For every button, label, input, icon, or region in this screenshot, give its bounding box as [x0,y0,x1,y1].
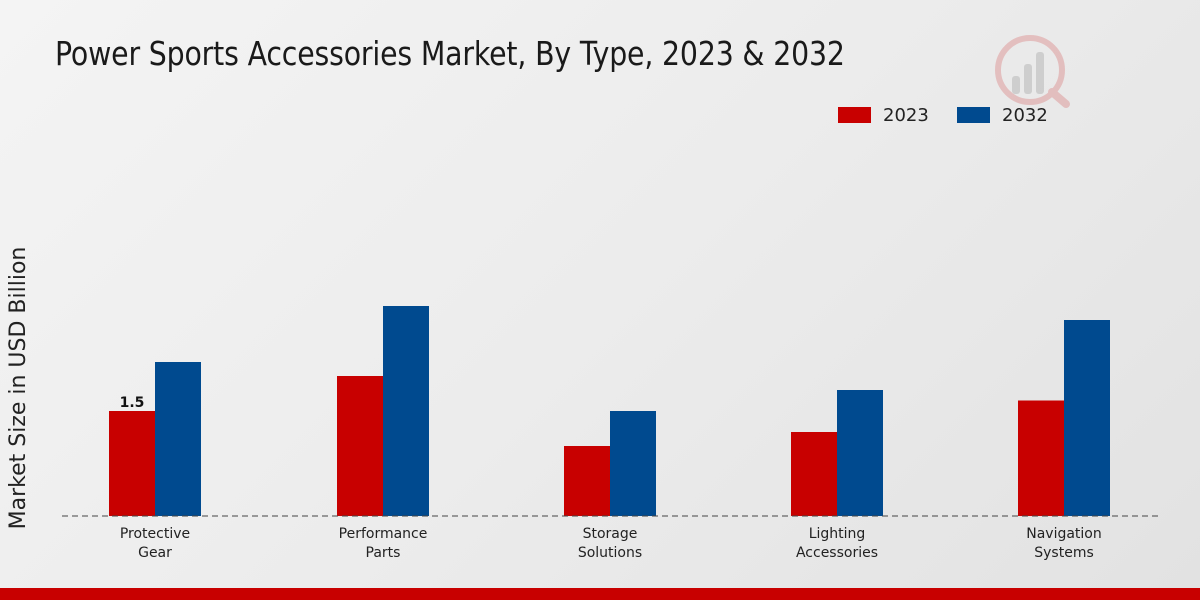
legend-swatch-2032 [957,107,990,123]
bar-2032-4 [1064,320,1110,516]
bar-2023-0 [109,411,155,516]
bar-2023-3 [791,432,837,516]
bar-2032-2 [610,411,656,516]
bar-2023-2 [564,446,610,516]
x-tick-label-3: Lighting Accessories [796,526,878,561]
x-tick-labels: Protective Gear Performance Parts Storage Sol… [120,526,1102,561]
legend-swatch-2023 [838,107,871,123]
bar-2032-3 [837,390,883,516]
x-tick-label-4: Navigation Systems [1026,526,1102,561]
bar-2032-1 [383,306,429,516]
brand-logo-icon [995,35,1070,108]
chart-title: Power Sports Accessories Market, By Type… [55,34,845,73]
data-label-0: 1.5 [120,395,145,411]
bars-layer [109,306,1110,516]
data-labels: 1.5 [120,395,145,411]
legend: 2023 2032 [838,105,1048,126]
bar-2032-0 [155,362,201,516]
bar-2023-1 [337,376,383,516]
y-axis-label: Market Size in USD Billion [6,247,31,530]
x-tick-label-2: Storage Solutions [578,526,642,561]
legend-label-2032: 2032 [1002,105,1048,126]
x-tick-label-1: Performance Parts [339,526,428,561]
x-tick-label-0: Protective Gear [120,526,190,561]
bar-2023-4 [1018,400,1064,516]
bottom-accent-bar [0,588,1200,600]
legend-label-2023: 2023 [883,105,929,126]
